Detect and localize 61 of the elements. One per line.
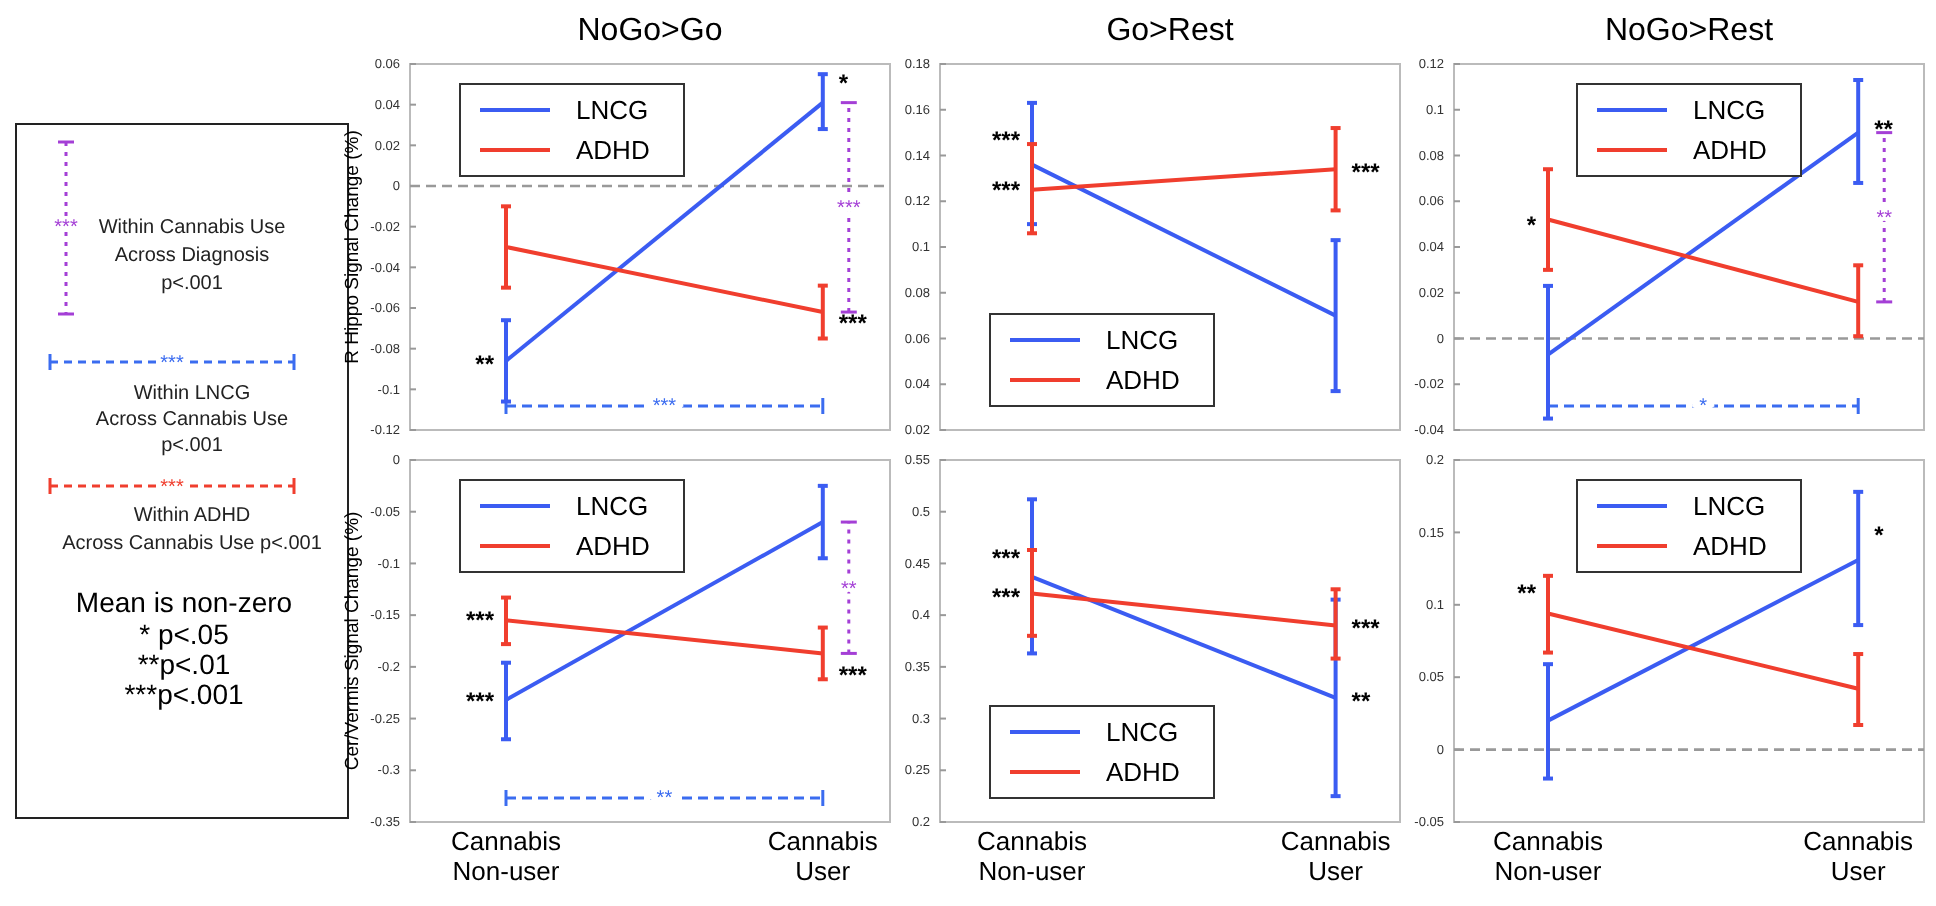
- x-tick-label: Cannabis User: [767, 826, 879, 886]
- text: * p<.05: [139, 617, 230, 650]
- legend-label: LNCG: [1106, 325, 1179, 356]
- text: Within LNCG: [133, 383, 251, 405]
- text: Across Cannabis Use p<.001: [62, 533, 323, 555]
- annotation: ***: [991, 126, 1021, 154]
- annotation: *: [1699, 396, 1708, 418]
- annotation: **: [656, 788, 673, 810]
- y-axis-title: R Hippo Signal Change (%): [342, 130, 364, 364]
- annotation: ***: [838, 660, 868, 689]
- legend-label: ADHD: [576, 531, 650, 562]
- annotation: ***: [837, 198, 861, 221]
- text: ***: [160, 353, 184, 375]
- text: Across Cannabis Use: [95, 409, 290, 431]
- text: ***: [54, 217, 78, 239]
- text: Within ADHD: [133, 505, 251, 527]
- annotation: ***: [465, 606, 495, 635]
- x-tick-label: Cannabis User: [1280, 826, 1392, 886]
- chart-title: Go>Rest: [1106, 14, 1235, 48]
- text: Mean is non-zero: [75, 585, 293, 618]
- text: ***p<.001: [124, 677, 244, 710]
- annotation: **: [1517, 579, 1537, 608]
- legend-label: LNCG: [1693, 491, 1766, 522]
- annotation: **: [475, 349, 495, 378]
- text: p<.001: [161, 273, 224, 295]
- annotation: **: [1876, 208, 1893, 231]
- legend-label: ADHD: [1693, 135, 1767, 166]
- legend-label: LNCG: [576, 491, 649, 522]
- annotation: ***: [991, 176, 1021, 205]
- text: Within Cannabis Use: [98, 217, 287, 239]
- text: p<.001: [161, 435, 224, 457]
- annotation: ***: [1351, 614, 1381, 643]
- annotation: ***: [838, 309, 868, 337]
- x-tick-label: Cannabis Non-user: [977, 826, 1088, 886]
- legend-label: ADHD: [1693, 531, 1767, 562]
- annotation: **: [1874, 114, 1894, 143]
- legend-label: LNCG: [1693, 95, 1766, 126]
- annotation: *: [838, 69, 849, 98]
- text: **p<.01: [137, 647, 231, 680]
- legend-label: ADHD: [1106, 365, 1180, 396]
- annotation: *: [1874, 521, 1885, 550]
- x-tick-label: Cannabis Non-user: [1493, 826, 1604, 886]
- text: ***: [160, 477, 184, 499]
- legend-label: LNCG: [576, 95, 649, 126]
- annotation: **: [1351, 686, 1371, 715]
- chart-title: NoGo>Rest: [1604, 14, 1775, 48]
- annotation: ***: [652, 396, 677, 418]
- annotation: *: [1526, 210, 1537, 239]
- annotation: ***: [1351, 158, 1381, 187]
- legend-label: ADHD: [576, 135, 650, 166]
- legend-label: ADHD: [1106, 757, 1180, 788]
- x-tick-label: Cannabis User: [1803, 826, 1915, 886]
- y-axis-title: Cer/Vermis Signal Change (%): [342, 511, 364, 771]
- annotation: ***: [991, 543, 1021, 572]
- legend-label: LNCG: [1106, 717, 1179, 748]
- annotation: ***: [991, 583, 1021, 612]
- annotation: ***: [465, 686, 495, 715]
- x-tick-label: Cannabis Non-user: [451, 826, 562, 886]
- chart-title: NoGo>Go: [577, 14, 723, 48]
- annotation: **: [841, 578, 857, 601]
- text: Across Diagnosis: [114, 245, 270, 267]
